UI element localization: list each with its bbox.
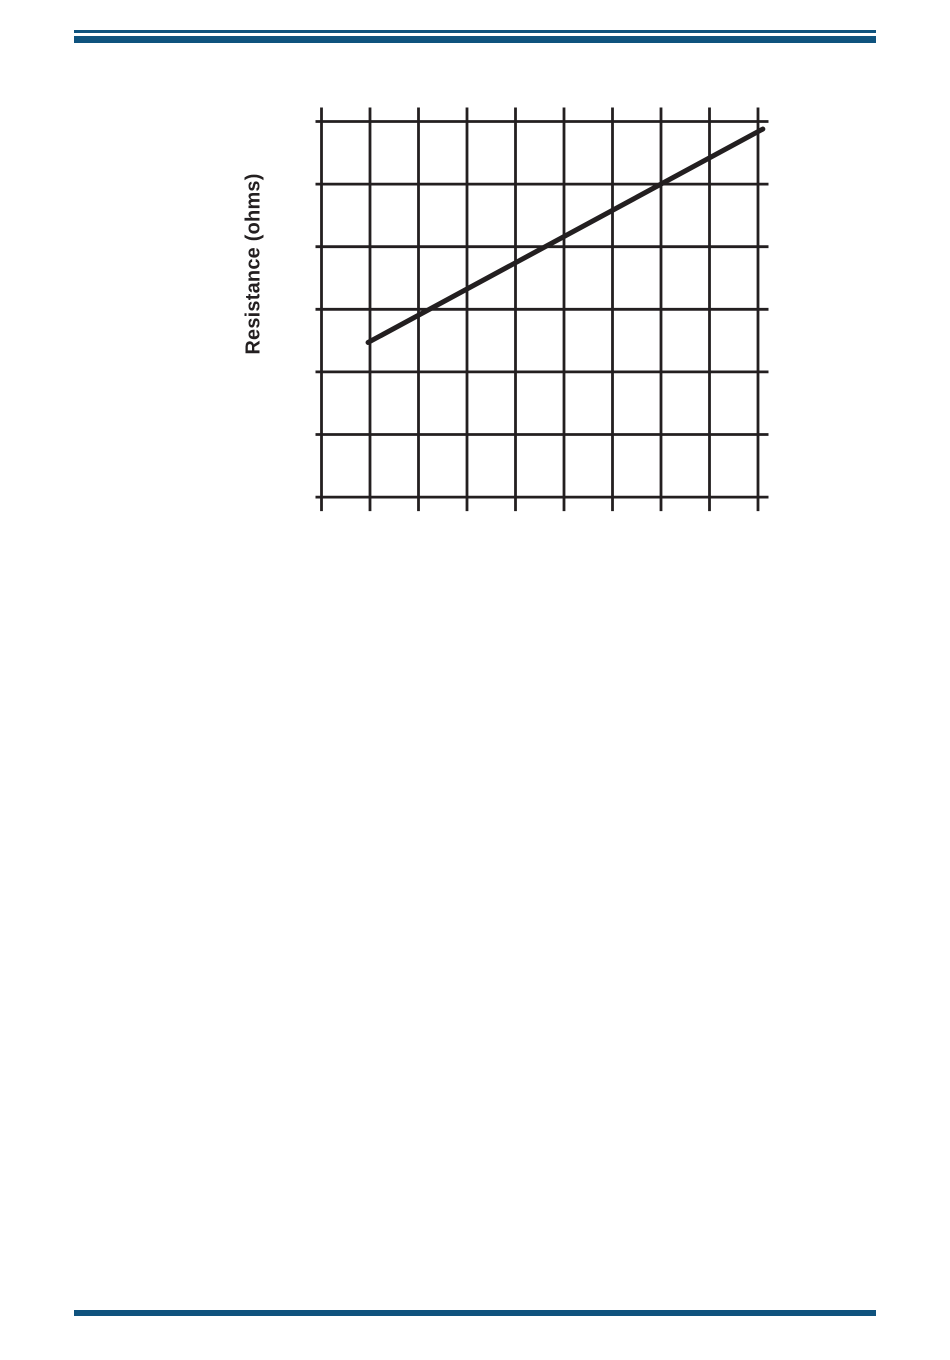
resistance-data-line [365,126,766,345]
bottom-rule [74,1310,876,1316]
grid-lines [315,107,769,512]
top-rule-thin [74,30,876,33]
top-rule-thick [74,36,876,43]
